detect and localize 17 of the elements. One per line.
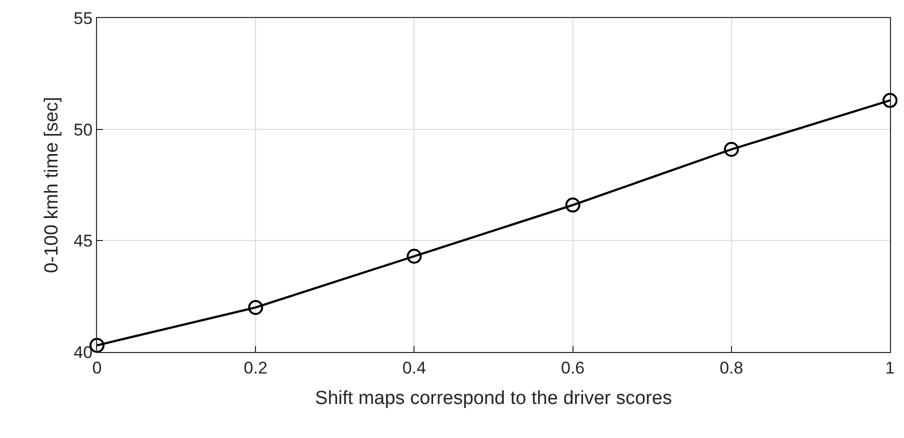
y-tick-label: 40 [74,342,93,362]
point [406,248,422,264]
y-tick-label: 55 [74,8,93,28]
point [724,142,739,157]
x-axis-title: Shift maps correspond to the driver scores [315,388,672,410]
x-tick-label: 1 [885,358,895,378]
point [248,300,264,315]
y-axis-title: 0-100 kmh time [sec] [42,96,63,274]
point [882,92,898,108]
y-tick-label: 45 [74,232,93,251]
x-tick-label: 0.8 [720,358,744,378]
point [565,198,580,213]
y-tick-label: 50 [74,120,93,140]
x-tick-label: 0.4 [402,358,426,378]
x-tick-label: 0 [92,358,102,378]
x-tick-label: 0.6 [560,358,585,378]
x-tick-label: 0.2 [244,358,268,378]
